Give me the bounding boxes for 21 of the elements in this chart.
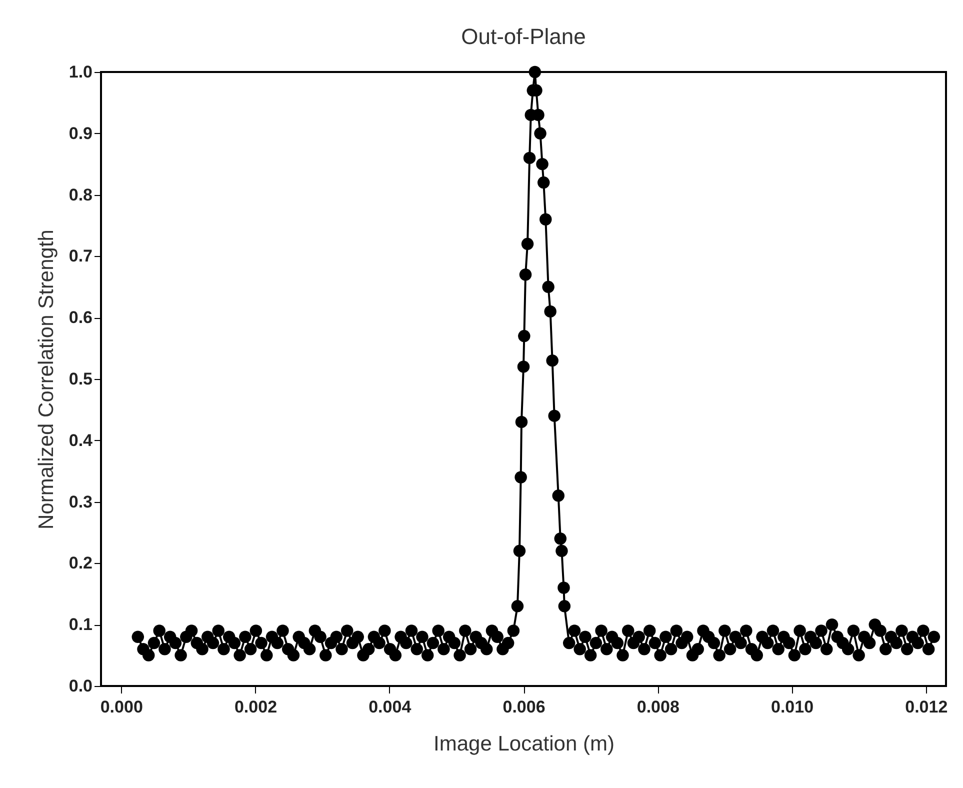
y-tick-label: 0.8 — [68, 185, 92, 204]
x-tick-label: 0.008 — [636, 698, 680, 716]
y-tick-label: 0.9 — [68, 124, 92, 143]
y-tick-label: 0.3 — [68, 492, 92, 512]
y-tick-label: 0.4 — [68, 430, 94, 450]
y-tick-label: 1.0 — [68, 62, 92, 82]
x-tick-label: 0.000 — [100, 698, 143, 716]
x-tick-label: 0.002 — [234, 698, 278, 716]
y-tick-label: 0.1 — [68, 615, 92, 634]
y-tick-label: 0.0 — [68, 676, 92, 696]
x-tick-label: 0.010 — [770, 698, 814, 716]
chart-title: Out-of-Plane — [461, 24, 586, 49]
x-tick-label: 0.012 — [905, 698, 948, 716]
x-tick-label: 0.006 — [502, 698, 546, 716]
y-axis-title: Normalized Correlation Strength — [34, 230, 58, 530]
x-tick-label: 0.004 — [368, 698, 412, 716]
y-tick-label: 0.5 — [68, 370, 92, 388]
y-tick-label: 0.7 — [68, 246, 92, 266]
x-axis-title: Image Location (m) — [434, 732, 614, 756]
y-tick-label: 0.2 — [68, 554, 92, 573]
y-tick-label: 0.6 — [68, 308, 92, 328]
